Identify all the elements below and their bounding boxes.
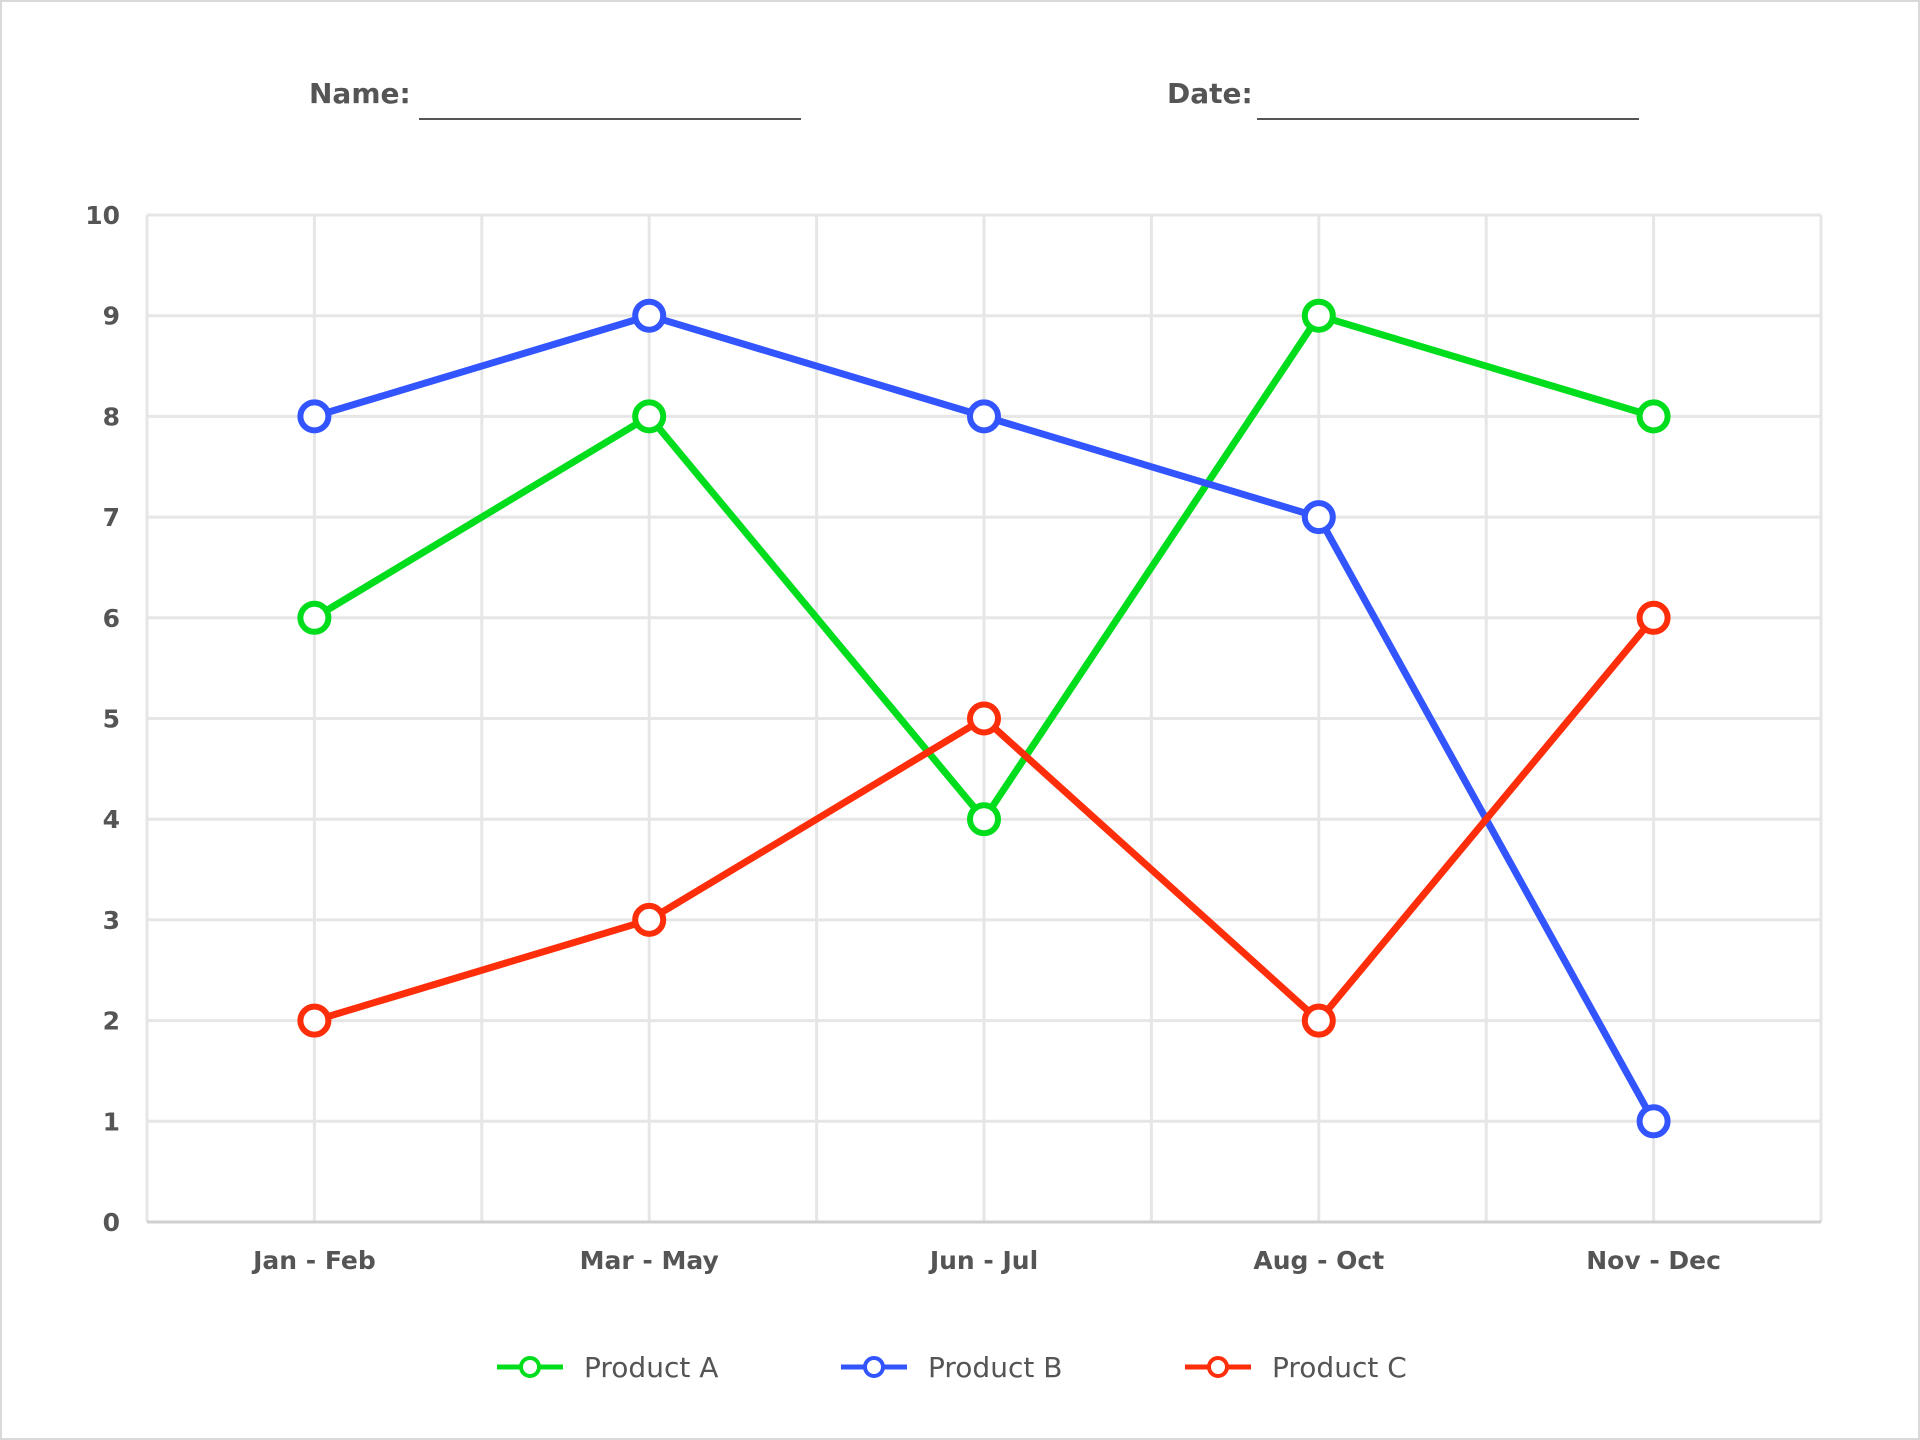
y-tick-label: 3 — [103, 906, 120, 935]
series-2 — [297, 298, 1671, 1139]
legend-label: Product C — [1272, 1351, 1407, 1384]
x-tick-label: Jan - Feb — [251, 1246, 376, 1275]
y-tick-label: 6 — [103, 604, 120, 633]
date-blank-line[interactable] — [1257, 118, 1639, 120]
data-point — [967, 802, 1001, 837]
data-point — [1301, 1003, 1336, 1038]
y-tick-label: 8 — [103, 402, 120, 431]
data-point — [297, 600, 332, 635]
data-point — [1301, 500, 1336, 535]
data-point — [632, 298, 667, 333]
x-tick-label: Mar - May — [580, 1246, 719, 1275]
data-point — [1636, 399, 1671, 434]
x-tick-label: Aug - Oct — [1253, 1246, 1384, 1275]
series-3 — [297, 600, 1671, 1038]
data-point — [297, 399, 332, 434]
data-point — [1301, 298, 1336, 333]
legend: Product A Product B Product C — [497, 1351, 1407, 1384]
y-tick-label: 5 — [103, 705, 120, 734]
legend-marker — [519, 1356, 541, 1378]
data-point — [1636, 600, 1671, 635]
data-point — [632, 399, 667, 434]
name-label: Name: — [309, 77, 411, 110]
legend-marker — [863, 1356, 885, 1378]
y-tick-label: 7 — [103, 503, 120, 532]
data-point — [967, 399, 1001, 434]
data-point — [1636, 1104, 1671, 1139]
y-tick-label: 1 — [103, 1107, 120, 1136]
legend-item: Product A — [497, 1351, 718, 1384]
y-tick-label: 2 — [103, 1007, 120, 1036]
data-point — [632, 902, 667, 937]
legend-item: Product B — [841, 1351, 1062, 1384]
date-label: Date: — [1167, 77, 1253, 110]
series-1 — [297, 298, 1671, 837]
axes: 0 1 2 3 4 5 6 7 8 9 10 Jan - Feb Mar - May Jun - Jul A… — [85, 201, 1821, 1275]
y-tick-label: 9 — [103, 302, 120, 331]
y-tick-label: 0 — [103, 1208, 120, 1237]
legend-marker — [1207, 1356, 1229, 1378]
legend-label: Product B — [928, 1351, 1062, 1384]
legend-label: Product A — [584, 1351, 718, 1384]
name-blank-line[interactable] — [419, 118, 801, 120]
x-tick-label: Nov - Dec — [1586, 1246, 1721, 1275]
series-lines — [297, 298, 1671, 1139]
data-point — [297, 1003, 332, 1038]
legend-item: Product C — [1185, 1351, 1407, 1384]
x-tick-label: Jun - Jul — [928, 1246, 1038, 1275]
y-tick-label: 10 — [85, 201, 120, 230]
data-point — [967, 701, 1001, 736]
y-tick-label: 4 — [103, 805, 120, 834]
